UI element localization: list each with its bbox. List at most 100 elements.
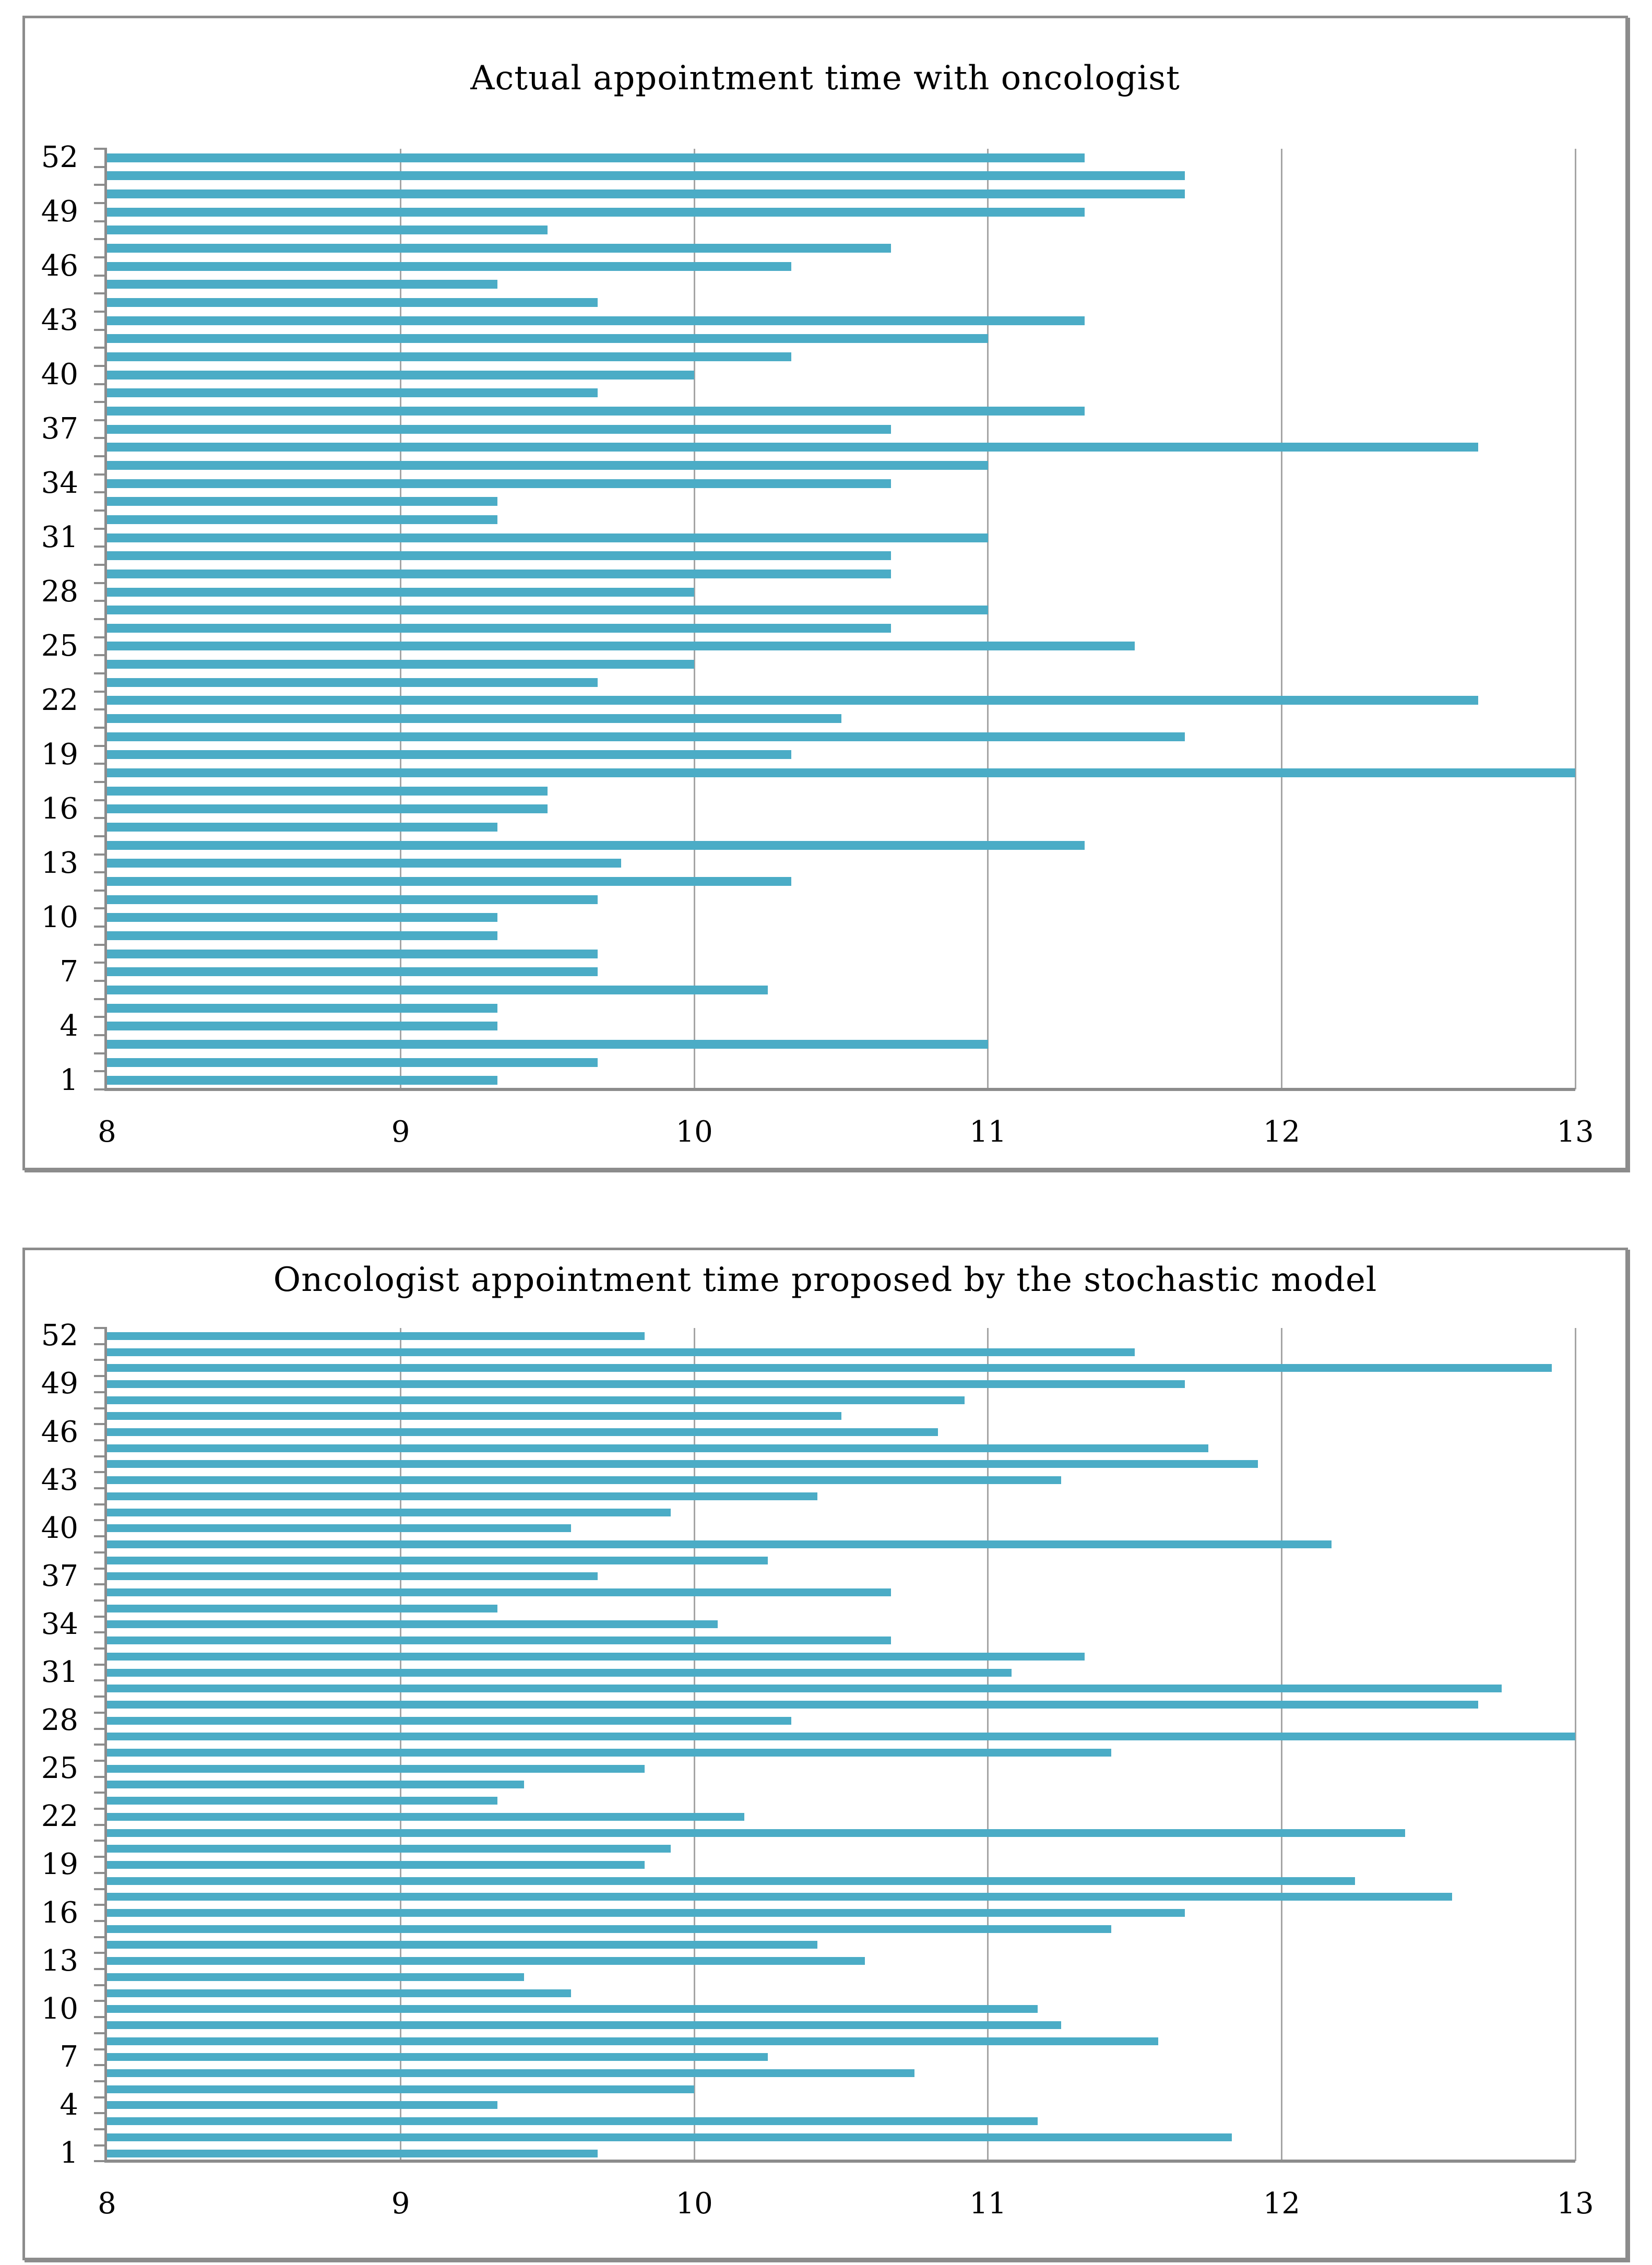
y-axis-label: 46 xyxy=(41,1415,78,1449)
y-axis-tick xyxy=(94,1679,107,1682)
y-axis-tick xyxy=(94,690,107,693)
plot-area-proposed: 1 4 7 10 13 16 19 22 25 28 31 34 37 40 43 46 49 52 8 9 10 11 1… xyxy=(25,1250,1625,2258)
bar-patient-12 xyxy=(107,1973,524,1981)
bar-patient-13 xyxy=(107,1957,865,1965)
y-axis-tick xyxy=(94,1823,107,1826)
y-axis-tick xyxy=(94,1759,107,1762)
x-axis-label: 9 xyxy=(391,1115,410,1149)
y-axis-tick xyxy=(94,1070,107,1073)
bar-patient-30 xyxy=(107,551,892,561)
bar-patient-15 xyxy=(107,1925,1112,1933)
bar-patient-38 xyxy=(107,1556,768,1564)
y-axis-tick xyxy=(94,1391,107,1393)
bar-patient-31 xyxy=(107,533,988,542)
bar-patient-11 xyxy=(107,895,598,904)
bar-patient-49 xyxy=(107,1380,1185,1388)
bar-patient-28 xyxy=(107,587,695,597)
y-axis-tick xyxy=(94,1052,107,1054)
bar-patient-43 xyxy=(107,1476,1062,1485)
bar-patient-3 xyxy=(107,2117,1038,2126)
bar-patient-2 xyxy=(107,1058,598,1067)
y-axis-tick xyxy=(94,1888,107,1890)
bar-patient-28 xyxy=(107,1716,791,1725)
gridline-9 xyxy=(400,1328,402,2162)
y-axis-label: 34 xyxy=(41,466,78,501)
y-axis-tick xyxy=(94,1744,107,1746)
y-axis-tick xyxy=(94,1034,107,1037)
bar-patient-47 xyxy=(107,244,892,253)
bar-patient-10 xyxy=(107,2005,1038,2013)
x-axis-label: 12 xyxy=(1263,2187,1301,2221)
y-axis-tick xyxy=(94,1792,107,1794)
y-axis-tick xyxy=(94,889,107,892)
bar-patient-45 xyxy=(107,280,498,289)
x-axis-label: 9 xyxy=(391,2187,410,2221)
bar-patient-40 xyxy=(107,370,695,380)
bar-patient-46 xyxy=(107,1428,938,1437)
y-axis-tick xyxy=(94,564,107,566)
y-axis-label: 37 xyxy=(41,1559,78,1593)
bar-patient-24 xyxy=(107,660,695,669)
y-axis-label: 25 xyxy=(41,628,78,663)
y-axis-tick xyxy=(94,1535,107,1538)
y-axis-tick xyxy=(94,835,107,837)
y-axis-tick xyxy=(94,763,107,765)
bar-patient-48 xyxy=(107,1396,965,1404)
bar-patient-21 xyxy=(107,714,841,724)
y-axis-tick xyxy=(94,1631,107,1634)
y-axis-label: 13 xyxy=(41,846,78,880)
y-axis-tick xyxy=(94,1551,107,1554)
y-axis-tick xyxy=(94,1840,107,1842)
y-axis-tick xyxy=(94,1615,107,1618)
bar-patient-9 xyxy=(107,931,498,940)
bar-patient-23 xyxy=(107,678,598,687)
y-axis-tick xyxy=(94,980,107,982)
bar-patient-36 xyxy=(107,1588,892,1597)
y-axis-tick xyxy=(94,1375,107,1378)
bar-patient-31 xyxy=(107,1668,1012,1677)
bar-patient-4 xyxy=(107,1022,498,1031)
y-axis-tick xyxy=(94,148,107,150)
y-axis-label: 28 xyxy=(41,575,78,609)
y-axis-tick xyxy=(94,726,107,729)
gridline-10 xyxy=(693,149,695,1089)
bar-patient-20 xyxy=(107,732,1185,741)
y-axis-tick xyxy=(94,1968,107,1970)
x-axis-label: 10 xyxy=(675,2187,713,2221)
bar-patient-25 xyxy=(107,642,1135,651)
chart-title-actual: Actual appointment time with oncologist xyxy=(470,59,1180,98)
y-axis-tick xyxy=(94,165,107,168)
gridline-13 xyxy=(1574,1328,1576,2162)
bar-patient-13 xyxy=(107,859,621,868)
y-axis-tick xyxy=(94,1423,107,1426)
bar-patient-42 xyxy=(107,334,988,343)
bar-patient-45 xyxy=(107,1444,1208,1452)
x-axis-label: 8 xyxy=(98,1115,116,1149)
y-axis-label: 40 xyxy=(41,358,78,392)
y-axis-tick xyxy=(94,2096,107,2098)
y-axis-label: 1 xyxy=(60,1063,78,1097)
bar-patient-22 xyxy=(107,696,1479,705)
y-axis-label: 52 xyxy=(41,140,78,175)
bar-patient-14 xyxy=(107,840,1085,850)
bar-patient-37 xyxy=(107,1572,598,1581)
bar-patient-7 xyxy=(107,967,598,977)
bar-patient-38 xyxy=(107,406,1085,416)
bar-patient-6 xyxy=(107,2069,915,2078)
y-axis-tick xyxy=(94,2016,107,2019)
bar-patient-35 xyxy=(107,1604,498,1612)
y-axis-tick xyxy=(94,817,107,820)
y-axis-tick xyxy=(94,799,107,801)
bar-patient-16 xyxy=(107,1909,1185,1917)
y-axis-tick xyxy=(94,2160,107,2163)
y-axis-label: 13 xyxy=(41,1943,78,1978)
bar-patient-29 xyxy=(107,1700,1479,1709)
y-axis-tick xyxy=(94,383,107,385)
bar-patient-42 xyxy=(107,1492,818,1500)
bar-patient-34 xyxy=(107,479,892,488)
y-axis-tick xyxy=(94,1871,107,1874)
y-axis-tick xyxy=(94,1455,107,1457)
bar-patient-33 xyxy=(107,1637,892,1645)
y-axis-tick xyxy=(94,1711,107,1714)
y-axis-tick xyxy=(94,2048,107,2050)
